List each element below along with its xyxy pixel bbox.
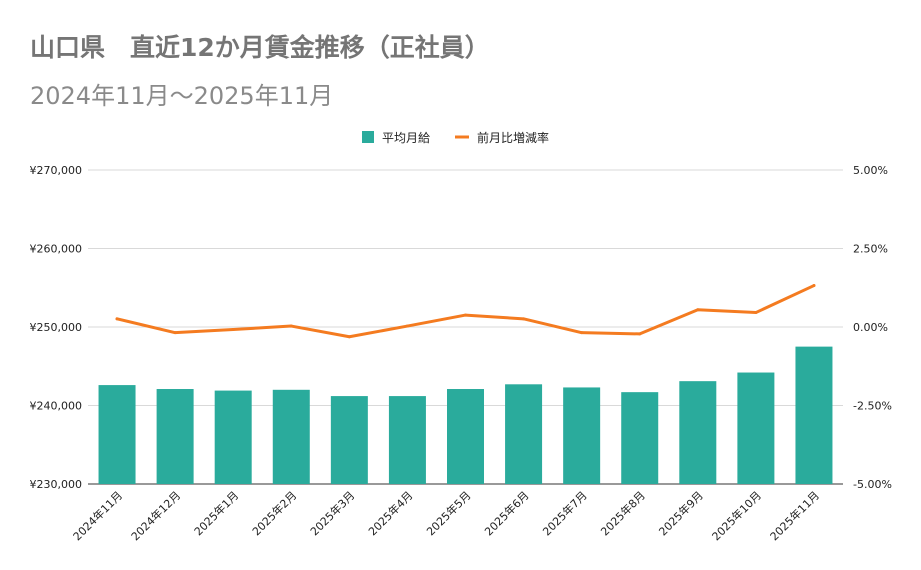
x-tick-label: 2024年12月 bbox=[128, 488, 183, 543]
line-point bbox=[522, 317, 526, 321]
chart-title: 山口県 直近12か月賃金推移（正社員） bbox=[30, 33, 490, 62]
bar bbox=[621, 392, 659, 484]
x-tick-label: 2025年3月 bbox=[307, 488, 357, 538]
legend-label: 前月比増減率 bbox=[477, 130, 549, 145]
x-tick-label: 2025年7月 bbox=[540, 488, 590, 538]
x-tick-label: 2025年4月 bbox=[365, 488, 415, 538]
x-tick-label: 2025年8月 bbox=[598, 488, 648, 538]
x-tick-label: 2025年5月 bbox=[423, 488, 473, 538]
x-tick-label: 2025年6月 bbox=[481, 488, 531, 538]
bar bbox=[795, 346, 833, 484]
chart-subtitle: 2024年11月～2025年11月 bbox=[30, 82, 334, 110]
y-right-tick-label: -2.50% bbox=[853, 400, 892, 413]
y-left-tick-label: ¥230,000 bbox=[30, 478, 83, 491]
line-point bbox=[115, 317, 119, 321]
line-point bbox=[812, 284, 816, 288]
y-right-tick-label: 5.00% bbox=[853, 164, 888, 177]
x-tick-label: 2025年1月 bbox=[191, 488, 241, 538]
line-point bbox=[405, 324, 409, 328]
line-series bbox=[115, 284, 816, 339]
x-tick-label: 2025年2月 bbox=[249, 488, 299, 538]
y-left-tick-label: ¥240,000 bbox=[30, 400, 83, 413]
line-point bbox=[638, 332, 642, 336]
line-point bbox=[754, 311, 758, 315]
line-point bbox=[173, 331, 177, 335]
x-tick-label: 2025年10月 bbox=[709, 488, 764, 543]
legend-swatch-bar bbox=[362, 131, 374, 143]
line-point bbox=[696, 308, 700, 312]
bar bbox=[214, 390, 252, 484]
line-point bbox=[580, 331, 584, 335]
x-tick-label: 2024年11月 bbox=[70, 488, 125, 543]
bar bbox=[156, 389, 194, 484]
bar bbox=[272, 389, 310, 484]
y-right-tick-label: 0.00% bbox=[853, 321, 888, 334]
x-tick-label: 2025年9月 bbox=[656, 488, 706, 538]
y-right-tick-label: 2.50% bbox=[853, 243, 888, 256]
x-tick-label: 2025年11月 bbox=[767, 488, 822, 543]
y-left-tick-label: ¥260,000 bbox=[30, 243, 83, 256]
line-point bbox=[289, 324, 293, 328]
y-left-tick-label: ¥250,000 bbox=[30, 321, 83, 334]
bar bbox=[98, 385, 136, 484]
bar bbox=[563, 387, 601, 484]
bar bbox=[679, 381, 717, 484]
y-right-tick-label: -5.00% bbox=[853, 478, 892, 491]
line-point bbox=[347, 335, 351, 339]
bar bbox=[505, 384, 543, 484]
legend-label: 平均月給 bbox=[382, 131, 430, 145]
line-point bbox=[231, 328, 235, 332]
line-point bbox=[464, 313, 467, 317]
bar bbox=[737, 372, 775, 484]
y-left-tick-label: ¥270,000 bbox=[30, 164, 83, 177]
bar bbox=[388, 396, 426, 484]
bar bbox=[330, 396, 368, 484]
bar bbox=[447, 389, 484, 484]
